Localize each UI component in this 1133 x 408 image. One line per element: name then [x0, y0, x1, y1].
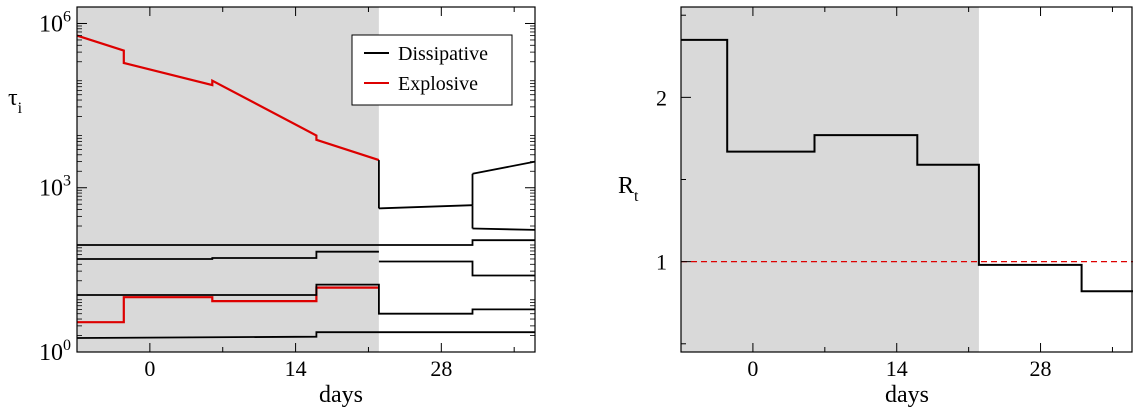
- left-y-axis-label: τi: [8, 85, 23, 117]
- dissipative-series-line-8: [472, 227, 536, 231]
- dissipative-series-line-9: [472, 160, 536, 175]
- left-x-tick-label-28: 28: [430, 356, 452, 381]
- dissipative-series-line-3: [77, 283, 535, 315]
- legend: Dissipative Explosive: [351, 34, 513, 106]
- left-x-tick-label-14: 14: [285, 356, 307, 381]
- left-plot-frame: [76, 6, 536, 353]
- left-chart-panel: 0 14 28 100 103 106 Dissipative Explosive days…: [8, 6, 536, 408]
- right-shaded-region: [681, 7, 979, 352]
- left-y-tick-label: 100: [39, 337, 71, 366]
- left-y-tick-label: 103: [39, 173, 71, 202]
- dissipative-series-line-7: [378, 204, 473, 210]
- left-y-tick-label: 106: [39, 8, 71, 37]
- rt-step-line-0: [681, 38, 1133, 293]
- left-series-group: [76, 34, 536, 339]
- legend-label-dissipative: Dissipative: [398, 43, 488, 65]
- right-x-axis-label: days: [885, 382, 929, 408]
- legend-box: [351, 34, 513, 106]
- right-x-tick-label-28: 28: [1030, 356, 1052, 381]
- dissipative-series-line-6: [378, 260, 535, 277]
- explosive-series-line-0: [76, 34, 380, 162]
- right-y-tick-label-1: 1: [656, 250, 667, 275]
- right-series-group: [681, 38, 1133, 293]
- left-x-tick-label-0: 0: [144, 356, 155, 381]
- left-axis-ticks: 0 14 28 100 103 106: [39, 6, 535, 381]
- dissipative-series-line-2: [76, 331, 535, 339]
- right-chart-panel: 0 14 28 1 2 days Rt: [618, 6, 1133, 408]
- right-y-axis-label: Rt: [618, 173, 639, 205]
- right-x-tick-label-14: 14: [886, 356, 908, 381]
- dissipative-series-line-5: [77, 239, 535, 246]
- legend-label-explosive: Explosive: [398, 73, 478, 95]
- left-x-axis-label: days: [319, 382, 363, 408]
- right-y-tick-label-2: 2: [656, 85, 667, 110]
- dissipative-series-line-4: [77, 250, 379, 260]
- right-axis-ticks: 0 14 28 1 2: [656, 7, 1113, 381]
- right-x-tick-label-0: 0: [747, 356, 758, 381]
